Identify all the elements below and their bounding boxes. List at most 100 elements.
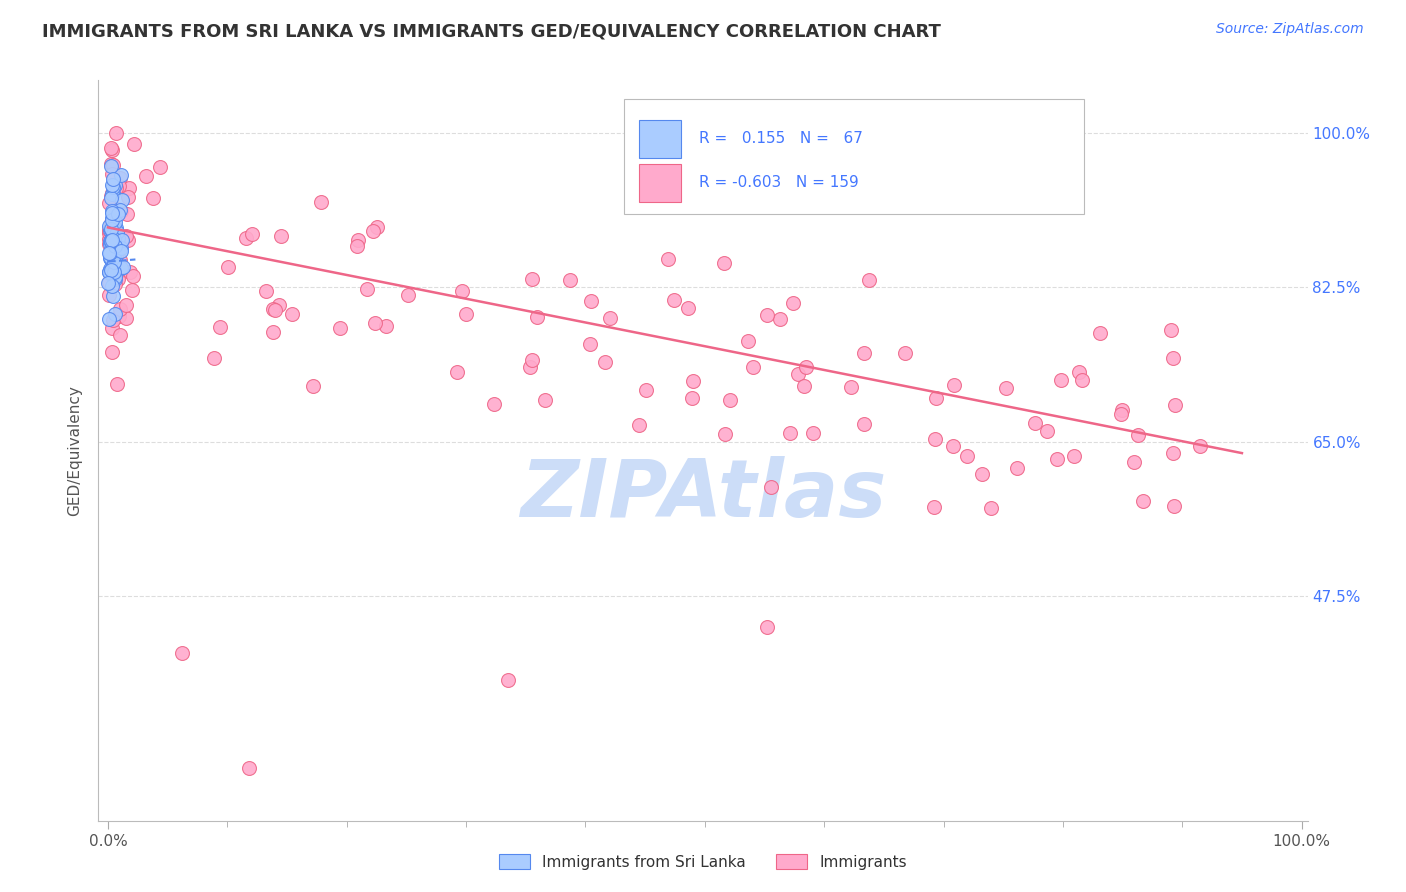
Point — [105, 242, 128, 256]
Point — [104, 272, 127, 286]
Point — [104, 253, 127, 268]
Point — [101, 186, 124, 200]
Point — [1188, 439, 1211, 453]
Point — [1067, 365, 1090, 379]
Point — [115, 311, 138, 326]
Point — [108, 309, 131, 323]
Point — [375, 319, 398, 334]
Point — [172, 646, 194, 660]
Point — [103, 266, 125, 280]
Point — [1123, 454, 1146, 468]
Point — [794, 359, 817, 374]
Point — [110, 241, 132, 255]
Point — [149, 160, 172, 174]
Point — [100, 261, 122, 276]
Point — [634, 384, 657, 398]
Point — [98, 250, 121, 264]
Point — [103, 211, 125, 226]
Point — [111, 193, 134, 207]
FancyBboxPatch shape — [624, 99, 1084, 213]
Point — [779, 425, 801, 440]
Point — [101, 278, 124, 293]
Point — [105, 244, 128, 258]
Point — [98, 265, 121, 279]
Point — [756, 620, 779, 634]
Point — [101, 213, 124, 227]
Point — [108, 179, 131, 194]
Point — [98, 226, 121, 240]
Point — [101, 313, 124, 327]
Point — [329, 321, 352, 335]
Point — [280, 307, 302, 321]
Y-axis label: GED/Equivalency: GED/Equivalency — [67, 385, 83, 516]
Point — [110, 244, 132, 258]
Point — [100, 223, 122, 237]
Point — [121, 269, 143, 284]
Point — [894, 345, 917, 359]
Point — [101, 253, 124, 268]
Point — [264, 303, 287, 318]
Point — [786, 368, 808, 382]
Point — [101, 237, 124, 252]
Point — [100, 159, 122, 173]
Point — [262, 325, 284, 339]
Point — [238, 761, 260, 775]
Point — [364, 316, 387, 330]
Point — [104, 231, 127, 245]
Point — [235, 230, 257, 244]
Point — [98, 236, 121, 251]
Point — [103, 172, 125, 186]
Text: Source: ZipAtlas.com: Source: ZipAtlas.com — [1216, 22, 1364, 37]
Point — [100, 167, 122, 181]
Point — [520, 353, 543, 368]
Point — [100, 261, 122, 276]
Point — [98, 196, 121, 211]
Point — [121, 283, 143, 297]
Point — [1111, 403, 1133, 417]
Point — [496, 673, 519, 687]
Point — [103, 265, 125, 279]
Point — [922, 500, 945, 514]
Point — [110, 328, 132, 343]
Point — [1163, 445, 1185, 459]
Point — [593, 354, 616, 368]
Point — [117, 190, 139, 204]
Point — [793, 379, 815, 393]
Point — [103, 232, 125, 246]
Point — [769, 312, 792, 326]
Point — [98, 287, 121, 301]
Point — [98, 246, 121, 260]
Point — [115, 229, 138, 244]
Point — [100, 252, 122, 266]
Point — [995, 381, 1018, 395]
Point — [105, 225, 128, 239]
Point — [302, 379, 325, 393]
Point — [98, 265, 121, 279]
Point — [108, 203, 131, 218]
Point — [446, 365, 468, 379]
Point — [107, 242, 129, 256]
Point — [101, 344, 124, 359]
Point — [100, 267, 122, 281]
Point — [100, 191, 122, 205]
Point — [941, 439, 963, 453]
Point — [682, 374, 704, 388]
Point — [853, 345, 876, 359]
Point — [980, 500, 1002, 515]
Point — [100, 216, 122, 230]
Point — [1109, 407, 1132, 421]
Point — [1128, 427, 1150, 442]
Point — [972, 467, 994, 482]
Point — [103, 180, 125, 194]
Point — [713, 256, 735, 270]
Point — [100, 141, 122, 155]
Point — [98, 232, 121, 246]
Point — [801, 425, 824, 440]
Point — [101, 178, 124, 192]
Point — [718, 392, 741, 407]
Point — [98, 265, 121, 279]
Point — [657, 252, 679, 267]
Point — [107, 230, 129, 244]
Point — [105, 249, 128, 263]
Point — [118, 181, 141, 195]
